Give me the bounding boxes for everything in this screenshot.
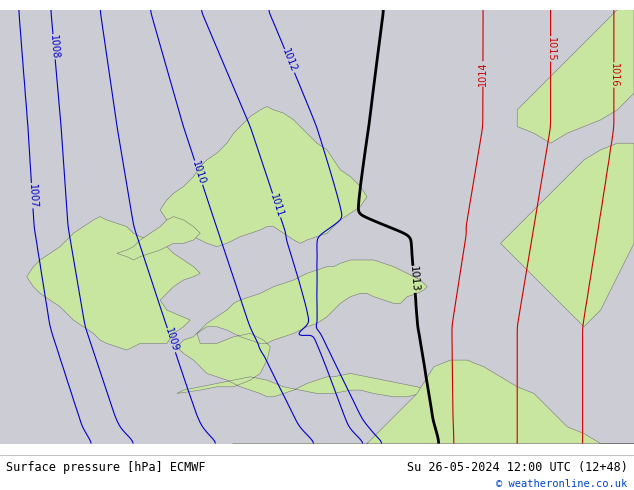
Text: 1008: 1008 [48,34,60,59]
Polygon shape [177,260,427,397]
Polygon shape [500,143,634,327]
Text: 1014: 1014 [478,62,488,86]
Text: Su 26-05-2024 12:00 UTC (12+48): Su 26-05-2024 12:00 UTC (12+48) [407,461,628,474]
Text: 1011: 1011 [268,192,285,219]
Polygon shape [160,106,367,246]
Polygon shape [117,217,200,260]
Text: 1015: 1015 [546,37,555,61]
Polygon shape [200,360,634,480]
Text: 1012: 1012 [280,48,299,74]
Text: 1013: 1013 [408,266,420,293]
Text: 1007: 1007 [27,183,38,208]
Text: Surface pressure [hPa] ECMWF: Surface pressure [hPa] ECMWF [6,462,206,474]
Polygon shape [517,10,634,143]
Text: 1016: 1016 [609,63,619,87]
Polygon shape [27,217,200,350]
Text: 1009: 1009 [163,327,180,353]
Text: © weatheronline.co.uk: © weatheronline.co.uk [496,480,628,490]
Text: 1010: 1010 [190,159,207,186]
